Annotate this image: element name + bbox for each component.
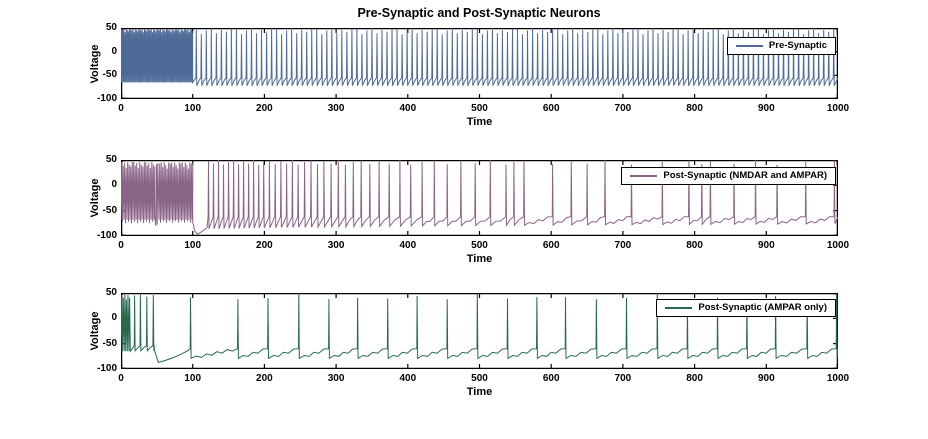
x-tick-label: 1000 [826, 373, 850, 384]
x-tick-label: 800 [686, 373, 703, 384]
y-tick-label: -50 [102, 204, 117, 216]
x-tick-label: 400 [399, 240, 417, 251]
y-tick-label: -100 [96, 230, 117, 241]
legend-pre-synaptic: Pre-Synaptic [726, 37, 836, 55]
y-tick-label: 0 [111, 45, 117, 57]
x-tick-label: 0 [118, 103, 124, 114]
x-tick-label: 0 [118, 240, 124, 251]
y-tick-label: -50 [102, 337, 117, 349]
plot-area-post-synaptic-ampar-only [121, 293, 838, 369]
x-tick-label: 600 [542, 103, 560, 114]
y-tick-label: -50 [102, 69, 117, 81]
x-tick-label: 500 [471, 240, 488, 251]
legend-line-swatch [630, 174, 658, 177]
x-axis-label: Time [466, 116, 493, 128]
y-tick-label: 0 [111, 312, 117, 324]
y-tick-label: 50 [105, 154, 117, 165]
x-tick-label: 700 [614, 373, 632, 384]
x-tick-label: 900 [757, 240, 775, 251]
x-tick-label: 500 [471, 373, 488, 384]
x-tick-label: 900 [757, 373, 775, 384]
x-tick-label: 200 [256, 240, 273, 251]
x-axis-label: Time [466, 253, 493, 265]
x-tick-label: 300 [327, 240, 345, 251]
plot-area-pre-synaptic [121, 28, 838, 99]
figure-title: Pre-Synaptic and Post-Synaptic Neurons [357, 6, 601, 20]
legend-line-swatch [665, 306, 693, 309]
x-tick-label: 100 [184, 103, 202, 114]
legend-label: Post-Synaptic (AMPAR only) [698, 302, 827, 313]
x-tick-label: 200 [256, 103, 273, 114]
x-tick-label: 600 [542, 373, 560, 384]
x-tick-label: 200 [256, 373, 273, 384]
legend-post-synaptic-nmdar-ampar: Post-Synaptic (NMDAR and AMPAR) [621, 167, 836, 185]
x-tick-label: 700 [614, 103, 632, 114]
y-tick-label: 0 [111, 179, 117, 191]
x-tick-label: 800 [686, 103, 703, 114]
y-tick-label: -100 [96, 363, 117, 374]
plot-area-post-synaptic-nmdar-ampar [121, 160, 838, 236]
x-tick-label: 400 [399, 373, 417, 384]
x-tick-label: 400 [399, 103, 417, 114]
x-tick-label: 0 [118, 373, 124, 384]
legend-label: Pre-Synaptic [768, 40, 827, 51]
x-tick-label: 500 [471, 103, 488, 114]
y-tick-label: 50 [105, 287, 117, 298]
x-tick-label: 100 [184, 240, 202, 251]
x-tick-label: 700 [614, 240, 632, 251]
legend-post-synaptic-ampar-only: Post-Synaptic (AMPAR only) [656, 299, 836, 317]
x-tick-label: 900 [757, 103, 775, 114]
x-tick-label: 1000 [826, 240, 850, 251]
x-tick-label: 800 [686, 240, 703, 251]
x-tick-label: 600 [542, 240, 560, 251]
x-tick-label: 300 [327, 373, 345, 384]
x-tick-label: 300 [327, 103, 345, 114]
x-axis-label: Time [466, 386, 493, 398]
legend-line-swatch [735, 44, 763, 47]
legend-label: Post-Synaptic (NMDAR and AMPAR) [663, 170, 827, 181]
x-tick-label: 100 [184, 373, 202, 384]
y-tick-label: -100 [96, 93, 117, 104]
x-tick-label: 1000 [826, 103, 850, 114]
y-tick-label: 50 [105, 22, 117, 33]
